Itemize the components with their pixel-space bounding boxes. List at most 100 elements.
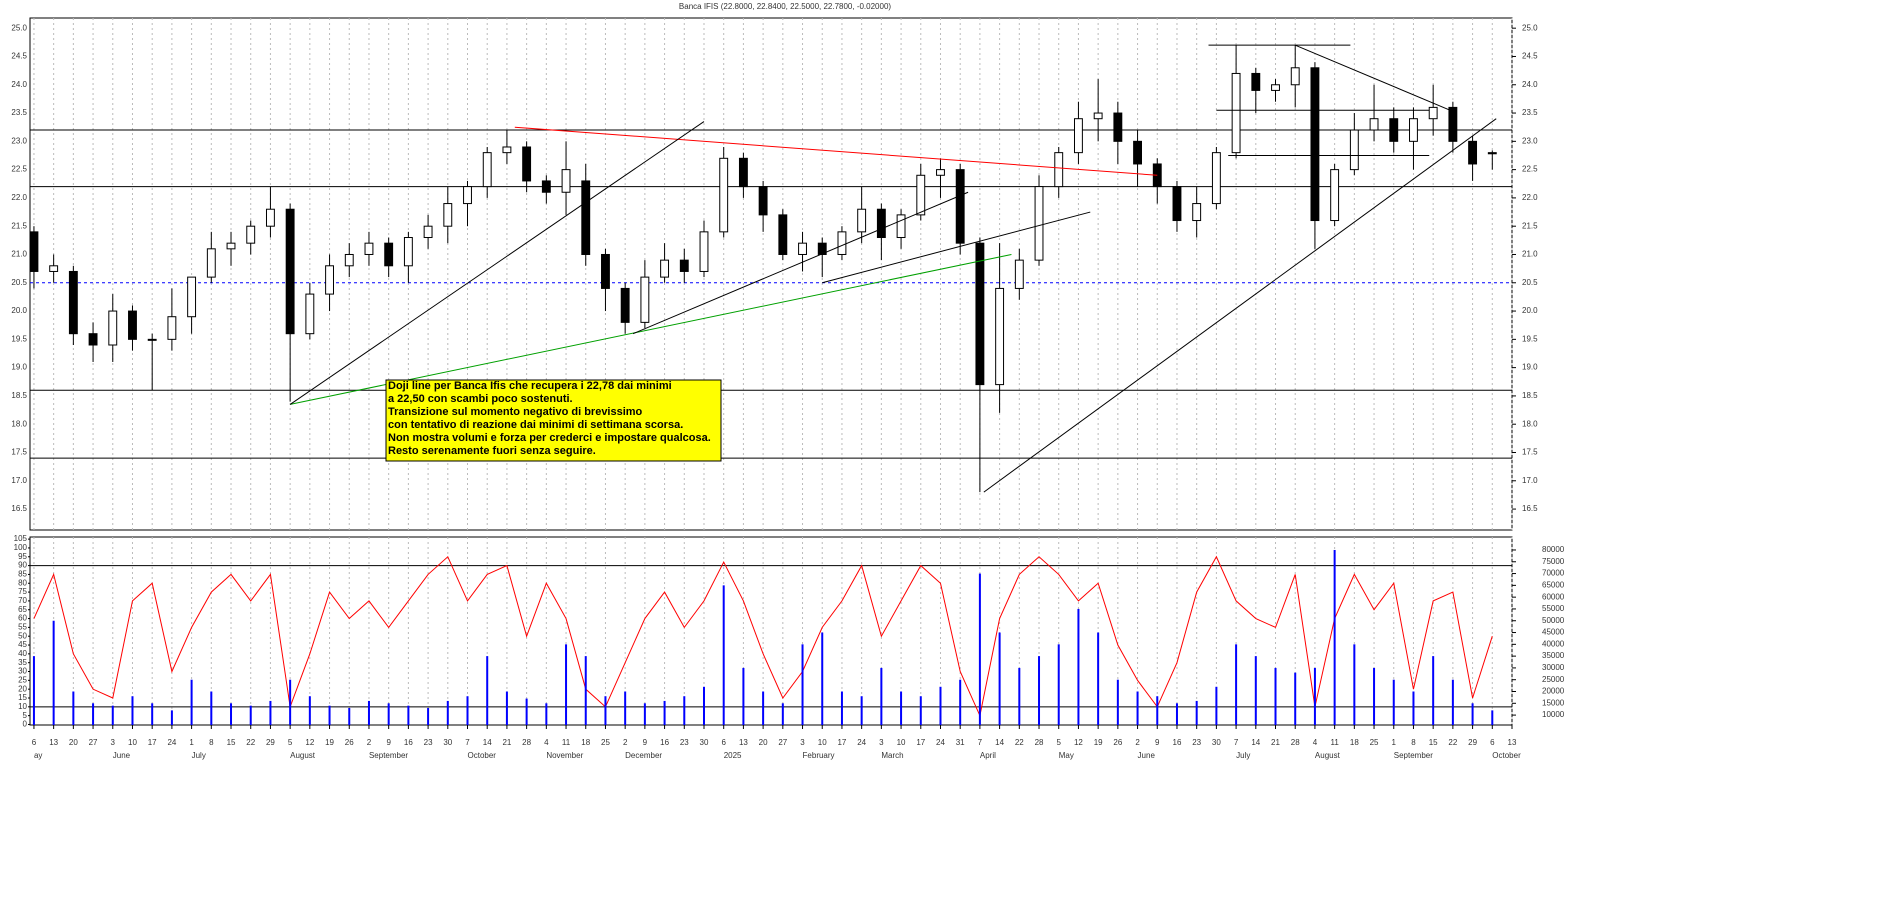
candle-body xyxy=(817,242,827,255)
x-tick-label: 28 xyxy=(522,738,531,747)
y-tick-label-right: 18.5 xyxy=(1522,391,1538,400)
x-tick-label: 9 xyxy=(386,738,391,747)
y-tick-label: 20.0 xyxy=(11,306,27,315)
x-tick-label: 24 xyxy=(167,738,176,747)
x-tick-label: 10 xyxy=(897,738,906,747)
candle-body xyxy=(798,242,807,255)
candle-body xyxy=(1073,118,1083,154)
candle-body xyxy=(344,253,354,267)
candle-body xyxy=(1448,106,1458,142)
month-label: April xyxy=(980,751,996,760)
candle-body xyxy=(1192,203,1202,222)
volume-bar xyxy=(1412,691,1415,725)
annotation-text: Doji line per Banca Ifis che recupera i … xyxy=(388,380,672,392)
volume-bar xyxy=(722,585,725,725)
month-label: March xyxy=(881,751,903,760)
y-tick-label: 25.0 xyxy=(11,23,27,32)
trend-line xyxy=(983,118,1497,493)
volume-bar xyxy=(1254,656,1257,725)
x-tick-label: 13 xyxy=(1508,738,1517,747)
x-tick-label: 6 xyxy=(32,738,37,747)
volume-bar xyxy=(407,705,410,725)
y-tick-label: 23.5 xyxy=(11,108,27,117)
y-tick-label-right: 21.5 xyxy=(1522,221,1538,230)
x-tick-label: 5 xyxy=(288,738,293,747)
y-tick-label-right: 24.5 xyxy=(1522,52,1538,61)
candle-body xyxy=(561,169,571,193)
x-tick-label: 27 xyxy=(89,738,98,747)
volume-bar xyxy=(1136,691,1139,725)
volume-bar xyxy=(1294,672,1297,725)
candle-body xyxy=(955,169,965,244)
candle-body xyxy=(896,214,906,239)
volume-bar xyxy=(308,696,311,725)
volume-bar xyxy=(1333,549,1336,725)
candle-body xyxy=(601,253,610,289)
x-tick-label: 2 xyxy=(623,738,628,747)
x-tick-label: 23 xyxy=(1192,738,1201,747)
candle-body xyxy=(1172,186,1182,222)
y-tick-label: 55 xyxy=(18,622,27,631)
y-tick-label: 16.5 xyxy=(11,504,27,513)
volume-bar xyxy=(880,667,883,725)
candle-body xyxy=(916,174,926,216)
x-tick-label: 29 xyxy=(266,738,275,747)
x-tick-label: 22 xyxy=(1448,738,1457,747)
month-label: September xyxy=(1394,751,1433,760)
x-tick-label: 14 xyxy=(995,738,1004,747)
x-tick-label: 15 xyxy=(1429,738,1438,747)
volume-bar xyxy=(1156,696,1159,725)
annotation-box xyxy=(385,379,722,462)
x-tick-label: 16 xyxy=(660,738,669,747)
price-panel xyxy=(29,17,1513,531)
y2-tick-label: 50000 xyxy=(1542,616,1565,625)
x-tick-label: 11 xyxy=(562,738,571,747)
volume-bar xyxy=(348,708,351,725)
candle-body xyxy=(640,276,650,323)
y2-tick-label: 80000 xyxy=(1542,545,1565,554)
candle-body xyxy=(1290,67,1300,86)
volume-bar xyxy=(446,700,449,725)
candle-body xyxy=(758,186,768,216)
candle-body xyxy=(975,242,985,386)
candle-body xyxy=(364,242,374,255)
candle-body xyxy=(1251,72,1261,91)
volume-bar xyxy=(1077,608,1080,725)
x-tick-label: 23 xyxy=(680,738,689,747)
candle-body xyxy=(265,208,275,227)
y-tick-label: 75 xyxy=(18,587,27,596)
candle-body xyxy=(876,208,886,239)
x-tick-label: 1 xyxy=(189,738,194,747)
candle-body xyxy=(29,231,39,272)
y2-tick-label: 70000 xyxy=(1542,569,1565,578)
candle-body xyxy=(1034,186,1044,261)
y-tick-label: 19.5 xyxy=(11,334,27,343)
volume-bar xyxy=(840,691,843,725)
y-tick-label: 35 xyxy=(18,658,27,667)
volume-bar xyxy=(1313,667,1316,725)
month-label: June xyxy=(113,751,131,760)
y-tick-label: 65 xyxy=(18,605,27,614)
x-tick-label: 28 xyxy=(1035,738,1044,747)
volume-bar xyxy=(269,700,272,725)
y-tick-label: 18.5 xyxy=(11,391,27,400)
volume-bar xyxy=(72,691,75,725)
x-tick-label: 22 xyxy=(246,738,255,747)
y-tick-label: 19.0 xyxy=(11,363,27,372)
x-tick-label: 9 xyxy=(1155,738,1160,747)
y-tick-label: 20 xyxy=(18,684,27,693)
volume-bar xyxy=(505,691,508,725)
volume-bar xyxy=(978,573,981,725)
x-tick-label: 17 xyxy=(837,738,846,747)
y2-tick-label: 35000 xyxy=(1542,651,1565,660)
volume-bar xyxy=(1215,686,1218,725)
x-tick-label: 24 xyxy=(936,738,945,747)
y-tick-label-right: 17.5 xyxy=(1522,448,1538,457)
x-tick-label: 23 xyxy=(424,738,433,747)
y-tick-label: 100 xyxy=(14,543,28,552)
volume-bar xyxy=(52,620,55,725)
y-tick-label: 21.5 xyxy=(11,221,27,230)
candle-body xyxy=(1133,140,1143,165)
candle-body xyxy=(285,208,295,335)
volume-bar xyxy=(998,632,1001,725)
